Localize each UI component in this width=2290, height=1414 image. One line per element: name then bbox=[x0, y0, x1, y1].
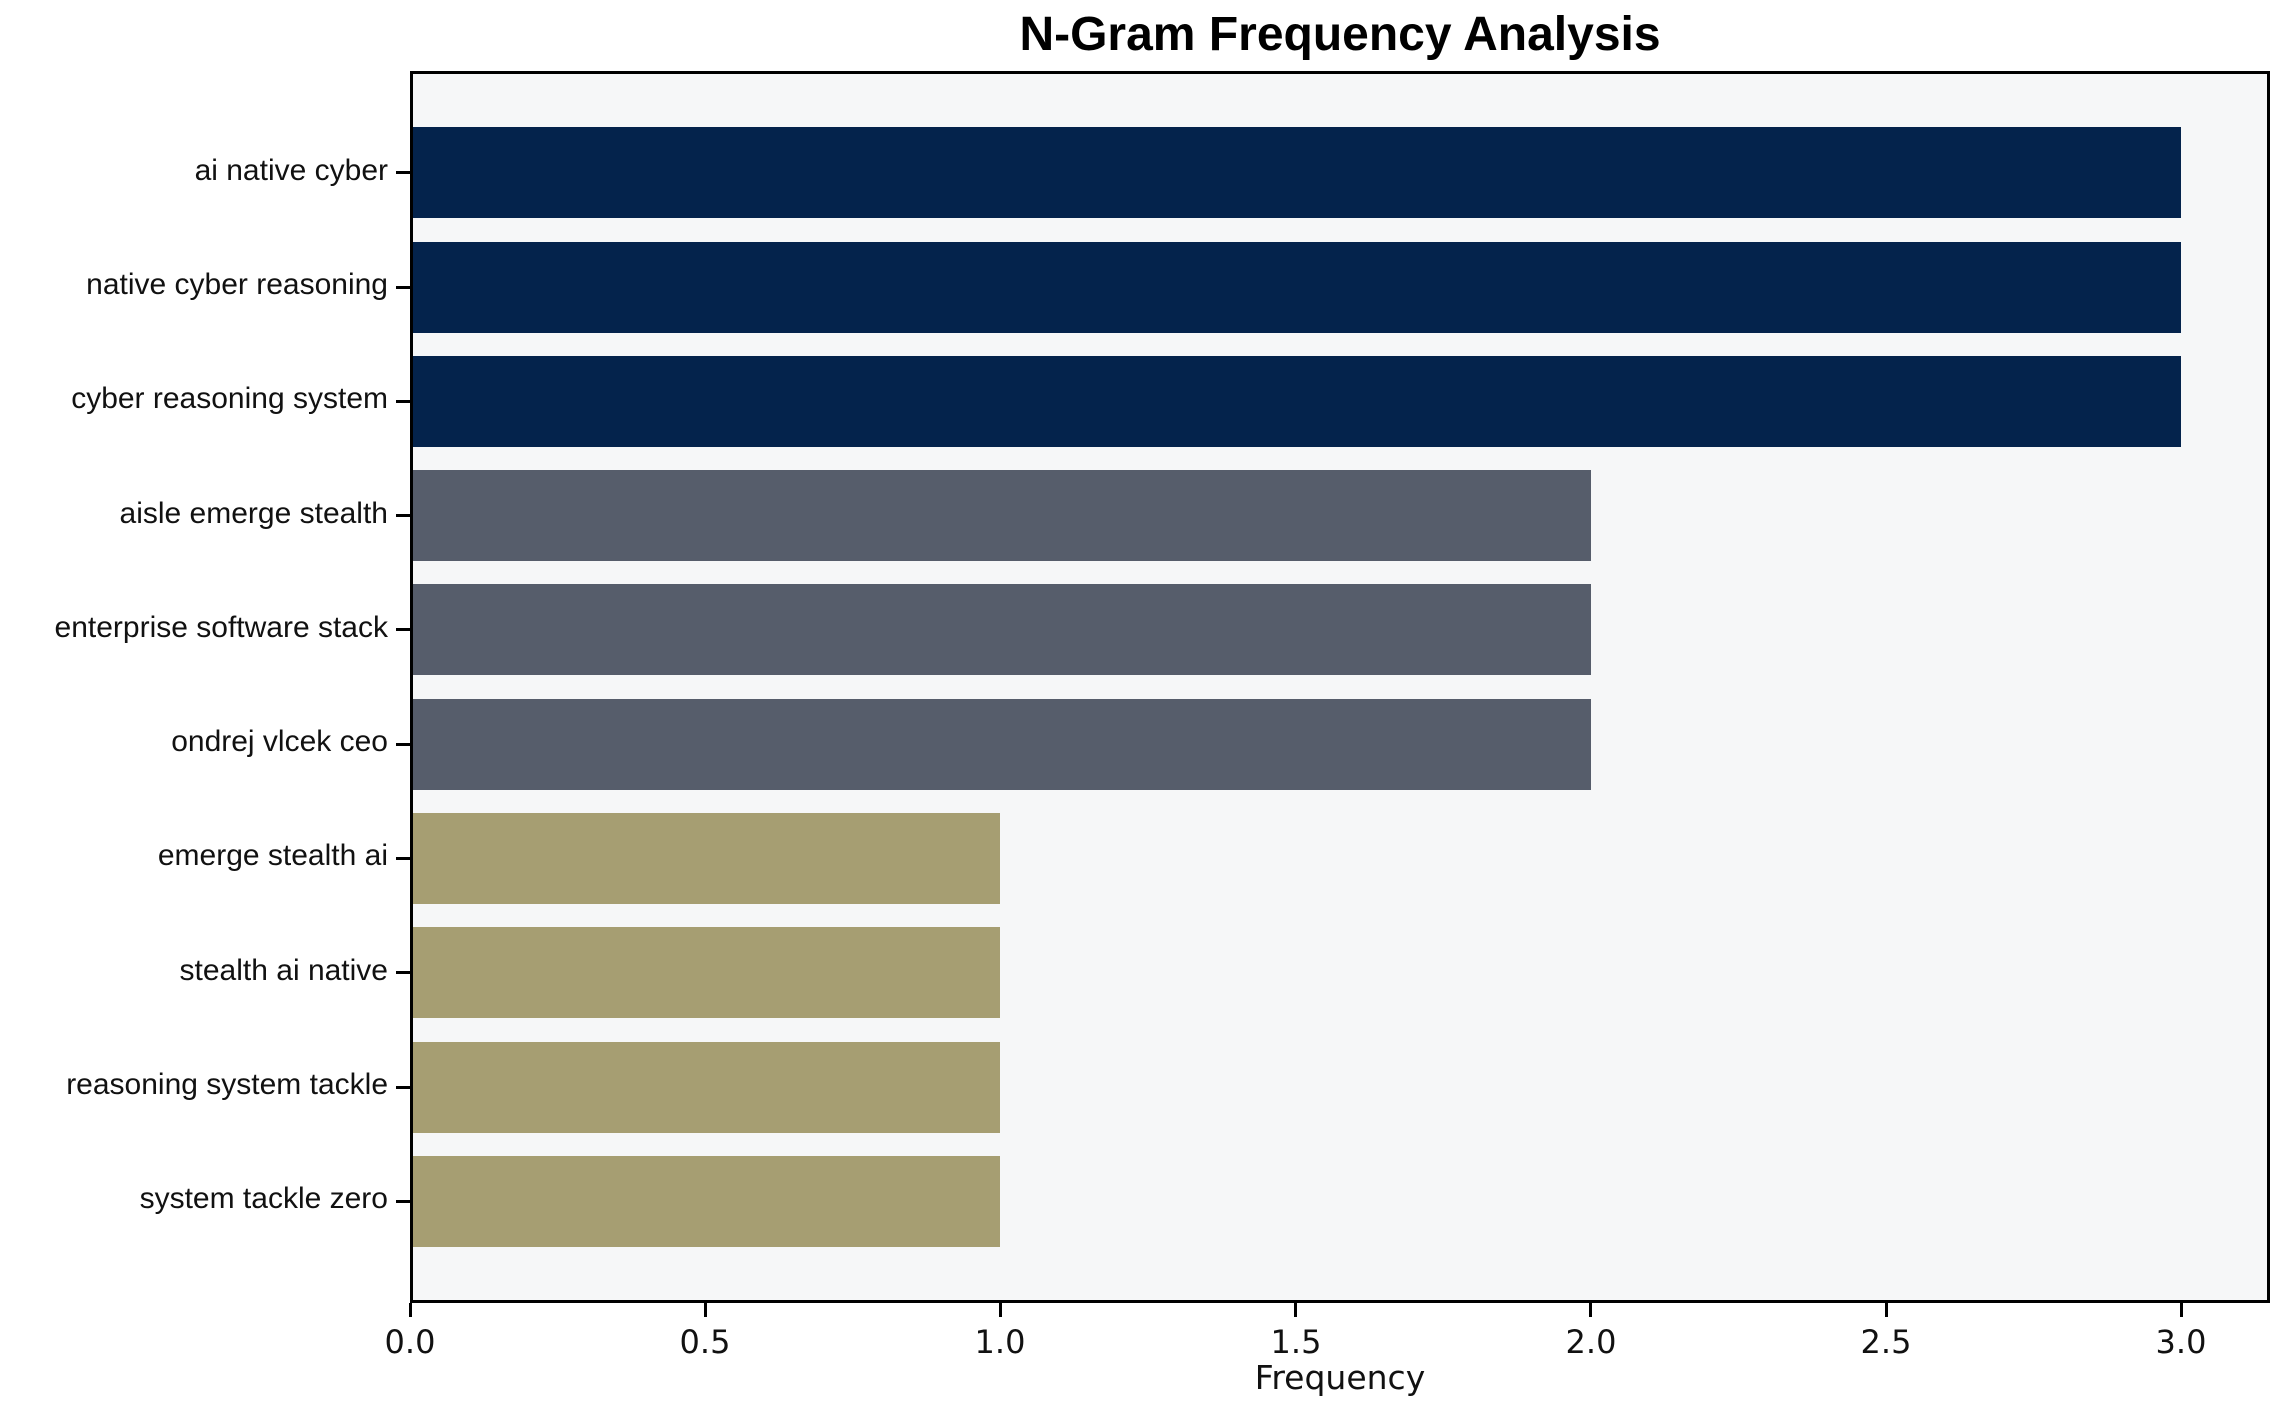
x-tick-mark bbox=[1294, 1303, 1297, 1317]
y-tick-label: enterprise software stack bbox=[54, 611, 388, 644]
x-axis-label: Frequency bbox=[1254, 1358, 1426, 1397]
y-tick-label: emerge stealth ai bbox=[157, 839, 388, 872]
y-tick-label: ai native cyber bbox=[194, 154, 388, 187]
bar bbox=[413, 242, 2181, 333]
x-tick-mark bbox=[999, 1303, 1002, 1317]
y-tick-mark bbox=[396, 743, 410, 746]
x-tick-label: 0.0 bbox=[384, 1323, 436, 1361]
y-tick-label: stealth ai native bbox=[179, 954, 388, 987]
x-tick-mark bbox=[1589, 1303, 1592, 1317]
bar bbox=[413, 927, 1000, 1018]
y-tick-mark bbox=[396, 171, 410, 174]
y-tick-mark bbox=[396, 1086, 410, 1089]
y-tick-mark bbox=[396, 286, 410, 289]
y-tick-label: native cyber reasoning bbox=[86, 268, 388, 301]
x-tick-mark bbox=[704, 1303, 707, 1317]
bar bbox=[413, 127, 2181, 218]
y-tick-mark bbox=[396, 1200, 410, 1203]
x-tick-label: 2.5 bbox=[1860, 1323, 1912, 1361]
bar bbox=[413, 584, 1591, 675]
bar bbox=[413, 699, 1591, 790]
x-tick-label: 2.0 bbox=[1565, 1323, 1617, 1361]
chart-title: N-Gram Frequency Analysis bbox=[1019, 8, 1661, 61]
x-tick-label: 1.0 bbox=[974, 1323, 1026, 1361]
x-tick-mark bbox=[409, 1303, 412, 1317]
y-tick-mark bbox=[396, 514, 410, 517]
x-tick-label: 3.0 bbox=[2155, 1323, 2207, 1361]
y-tick-label: cyber reasoning system bbox=[71, 382, 388, 415]
y-tick-label: system tackle zero bbox=[139, 1182, 388, 1215]
y-tick-mark bbox=[396, 971, 410, 974]
y-tick-label: reasoning system tackle bbox=[66, 1068, 388, 1101]
x-tick-mark bbox=[1885, 1303, 1888, 1317]
bar bbox=[413, 470, 1591, 561]
y-tick-label: ondrej vlcek ceo bbox=[171, 725, 388, 758]
y-tick-mark bbox=[396, 857, 410, 860]
x-tick-label: 1.5 bbox=[1270, 1323, 1322, 1361]
y-tick-mark bbox=[396, 400, 410, 403]
bar bbox=[413, 356, 2181, 447]
x-tick-label: 0.5 bbox=[679, 1323, 731, 1361]
x-tick-mark bbox=[2180, 1303, 2183, 1317]
bar bbox=[413, 1042, 1000, 1133]
bar bbox=[413, 1156, 1000, 1247]
bar bbox=[413, 813, 1000, 904]
y-tick-label: aisle emerge stealth bbox=[119, 497, 388, 530]
y-tick-mark bbox=[396, 628, 410, 631]
